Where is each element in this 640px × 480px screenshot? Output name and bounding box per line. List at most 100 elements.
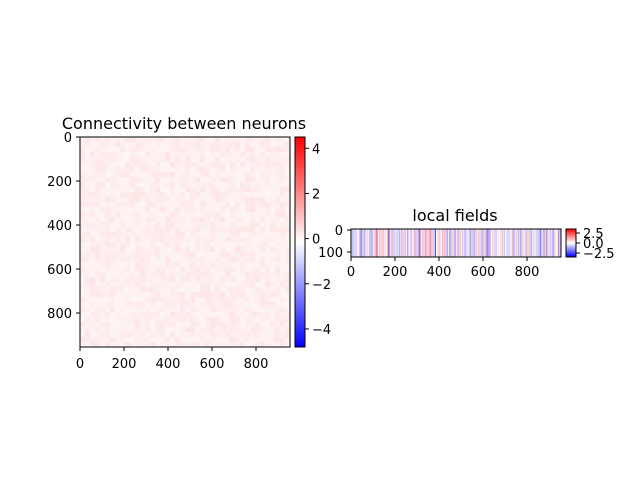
connectivity-cell bbox=[230, 222, 236, 228]
local-fields-stripe bbox=[453, 229, 455, 257]
connectivity-cell bbox=[255, 312, 261, 318]
connectivity-cell bbox=[160, 202, 166, 208]
connectivity-cell bbox=[210, 282, 216, 288]
connectivity-cell bbox=[260, 237, 266, 243]
connectivity-cell bbox=[280, 187, 286, 193]
connectivity-cell bbox=[85, 202, 91, 208]
connectivity-cell bbox=[230, 217, 236, 223]
connectivity-cell bbox=[205, 282, 211, 288]
connectivity-cell bbox=[235, 322, 241, 328]
connectivity-cell bbox=[120, 202, 126, 208]
connectivity-cell bbox=[255, 332, 261, 338]
connectivity-cell bbox=[100, 337, 106, 343]
connectivity-cell bbox=[135, 142, 141, 148]
connectivity-cell bbox=[135, 222, 141, 228]
connectivity-cell bbox=[230, 232, 236, 238]
connectivity-cell bbox=[160, 257, 166, 263]
connectivity-cell bbox=[100, 257, 106, 263]
local-fields-stripe bbox=[544, 229, 546, 257]
connectivity-cell bbox=[250, 302, 256, 308]
local-fields-stripe bbox=[372, 229, 374, 257]
connectivity-cell bbox=[220, 302, 226, 308]
local-fields-stripe bbox=[365, 229, 367, 257]
connectivity-cell bbox=[185, 337, 191, 343]
connectivity-cell bbox=[230, 272, 236, 278]
connectivity-cell bbox=[155, 267, 161, 273]
connectivity-cell bbox=[190, 332, 196, 338]
connectivity-cell bbox=[280, 152, 286, 158]
connectivity-cell bbox=[120, 167, 126, 173]
connectivity-cell bbox=[260, 282, 266, 288]
connectivity-cell bbox=[200, 137, 206, 143]
connectivity-cell bbox=[195, 332, 201, 338]
connectivity-cell bbox=[120, 207, 126, 213]
connectivity-cell bbox=[265, 157, 271, 163]
connectivity-cell bbox=[140, 227, 146, 233]
local-fields-stripe bbox=[506, 229, 508, 257]
connectivity-cell bbox=[105, 157, 111, 163]
connectivity-cell bbox=[245, 192, 251, 198]
connectivity-cell bbox=[275, 172, 281, 178]
local-fields-stripe bbox=[470, 229, 472, 257]
connectivity-cell bbox=[260, 262, 266, 268]
connectivity-cell bbox=[165, 212, 171, 218]
connectivity-cell bbox=[130, 307, 136, 313]
connectivity-cell bbox=[185, 207, 191, 213]
connectivity-cell bbox=[275, 307, 281, 313]
connectivity-cell bbox=[225, 152, 231, 158]
connectivity-cell bbox=[200, 277, 206, 283]
local-fields-stripe bbox=[370, 229, 372, 257]
local-fields-stripe bbox=[541, 229, 543, 257]
connectivity-cell bbox=[170, 232, 176, 238]
connectivity-cell bbox=[175, 237, 181, 243]
connectivity-cell bbox=[85, 317, 91, 323]
local-fields-stripe bbox=[470, 229, 472, 257]
connectivity-cell bbox=[245, 342, 251, 348]
connectivity-cell bbox=[190, 152, 196, 158]
connectivity-cell bbox=[105, 282, 111, 288]
connectivity-cell bbox=[215, 342, 221, 348]
local-fields-stripe bbox=[475, 229, 477, 257]
connectivity-cell bbox=[285, 217, 291, 223]
connectivity-cell bbox=[190, 312, 196, 318]
local-fields-stripe bbox=[354, 229, 356, 257]
connectivity-cell bbox=[125, 212, 131, 218]
connectivity-cell bbox=[135, 307, 141, 313]
connectivity-cell bbox=[100, 317, 106, 323]
connectivity-cell bbox=[270, 202, 276, 208]
local-fields-stripe bbox=[419, 229, 421, 257]
local-fields-stripe bbox=[526, 229, 528, 257]
connectivity-cell bbox=[250, 137, 256, 143]
connectivity-cell bbox=[190, 272, 196, 278]
connectivity-cell bbox=[180, 197, 186, 203]
connectivity-cell bbox=[95, 227, 101, 233]
local-fields-stripe bbox=[543, 229, 545, 257]
connectivity-cell bbox=[180, 147, 186, 153]
connectivity-cell bbox=[145, 207, 151, 213]
local-fields-stripe bbox=[446, 229, 448, 257]
connectivity-cell bbox=[230, 322, 236, 328]
connectivity-cell bbox=[245, 212, 251, 218]
local-fields-stripe bbox=[522, 229, 524, 257]
local-fields-stripe bbox=[505, 229, 507, 257]
connectivity-cell bbox=[115, 157, 121, 163]
connectivity-cell bbox=[125, 147, 131, 153]
connectivity-cell bbox=[230, 242, 236, 248]
connectivity-cell bbox=[280, 232, 286, 238]
connectivity-cell bbox=[135, 257, 141, 263]
connectivity-cell bbox=[135, 217, 141, 223]
connectivity-cell bbox=[260, 267, 266, 273]
connectivity-cell bbox=[135, 182, 141, 188]
connectivity-cell bbox=[135, 297, 141, 303]
connectivity-cell bbox=[80, 202, 86, 208]
connectivity-cell bbox=[265, 252, 271, 258]
connectivity-cell bbox=[205, 187, 211, 193]
connectivity-cell bbox=[190, 137, 196, 143]
connectivity-cell bbox=[235, 222, 241, 228]
connectivity-cell bbox=[215, 152, 221, 158]
connectivity-cell bbox=[205, 212, 211, 218]
connectivity-cell bbox=[105, 222, 111, 228]
connectivity-cell bbox=[145, 297, 151, 303]
connectivity-cell bbox=[205, 207, 211, 213]
connectivity-cell bbox=[205, 167, 211, 173]
